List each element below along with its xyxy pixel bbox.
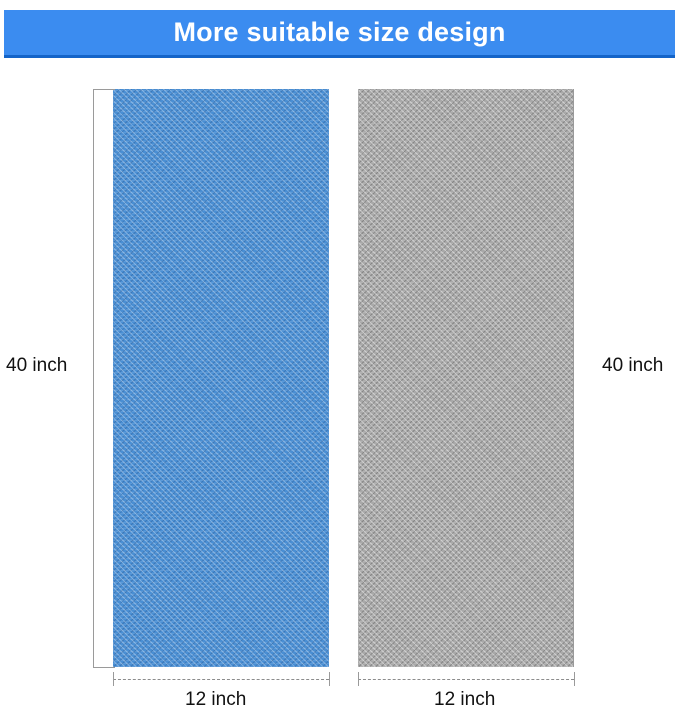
gray-mat-width-tick-left: [358, 672, 359, 686]
gray-mat: [358, 89, 574, 667]
header-banner: More suitable size design: [4, 10, 675, 58]
blue-mat-height-guide: [93, 89, 94, 667]
gray-mat-width-tick-right: [574, 672, 575, 686]
banner-title: More suitable size design: [173, 17, 506, 47]
gray-mat-width-label: 12 inch: [434, 689, 496, 710]
blue-mat-width-guide: [113, 679, 329, 680]
blue-mat-width-label: 12 inch: [185, 689, 247, 710]
blue-mat: [113, 89, 329, 667]
gray-mat-height-tick-top: [573, 89, 574, 97]
blue-mat-top-extension: [93, 89, 115, 90]
blue-mat-height-label: 40 inch: [6, 355, 68, 376]
blue-mat-bottom-extension: [93, 667, 115, 668]
blue-mat-width-tick-left: [113, 672, 114, 686]
blue-mat-width-tick-right: [329, 672, 330, 686]
gray-mat-height-label: 40 inch: [602, 355, 664, 376]
gray-mat-width-guide: [358, 679, 574, 680]
blue-mat-height-tick-bottom: [93, 659, 94, 667]
blue-mat-height-tick-top: [93, 89, 94, 97]
gray-mat-height-tick-bottom: [573, 659, 574, 667]
gray-mat-height-guide: [573, 89, 574, 667]
